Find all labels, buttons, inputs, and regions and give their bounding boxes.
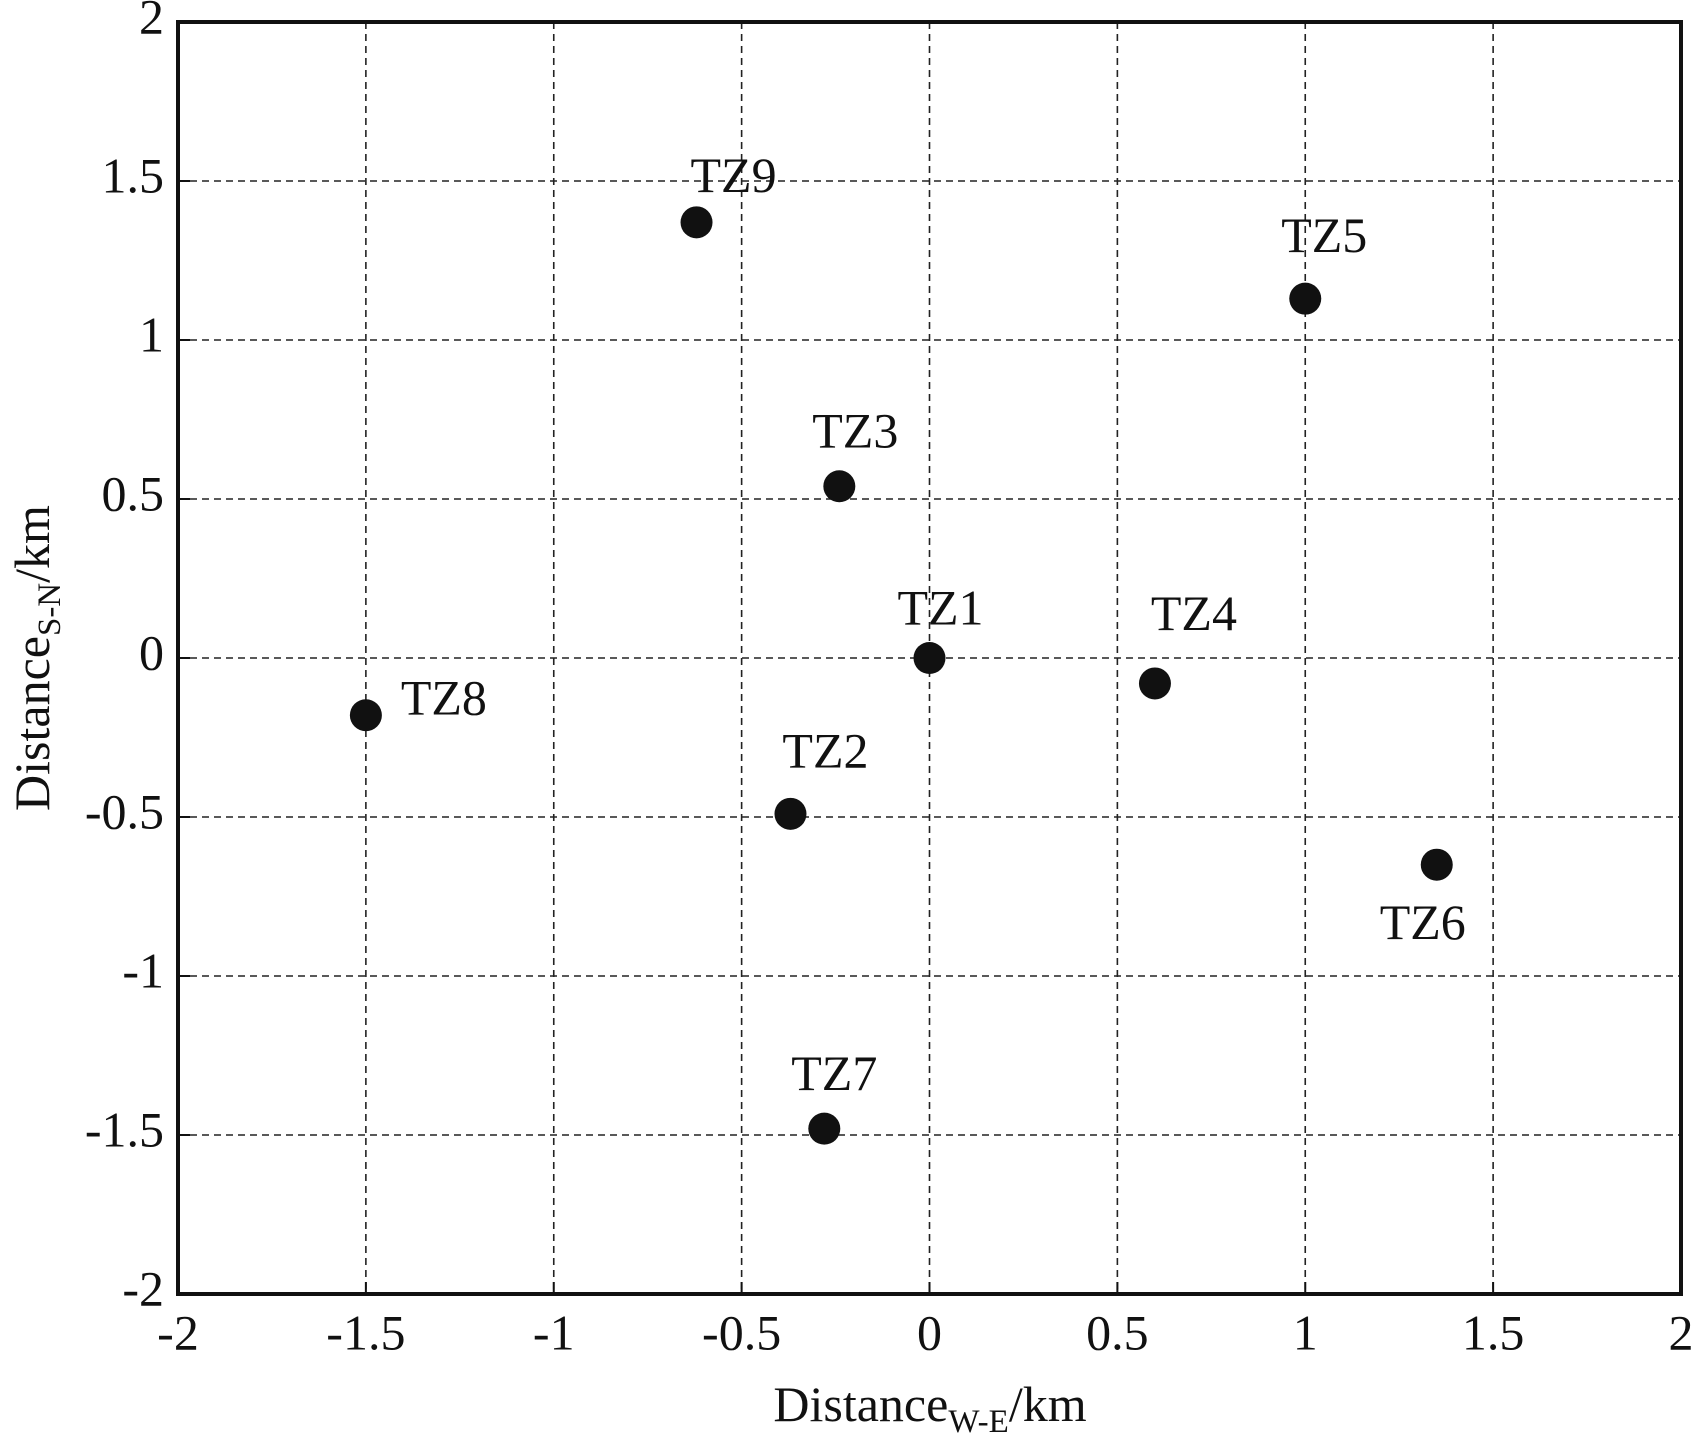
point: [913, 642, 946, 674]
y-tick-label: 0.5: [102, 465, 165, 521]
plot-frame: [176, 20, 1683, 1296]
x-label-unit: /km: [1009, 1376, 1087, 1432]
point: [1138, 667, 1171, 700]
point: [349, 699, 382, 732]
x-label-sub: W-E: [948, 1404, 1008, 1438]
point: [823, 470, 856, 503]
y-label-main: Distance: [4, 636, 60, 811]
point-label: TZ9: [690, 147, 776, 203]
y-tick-label: -2: [122, 1260, 164, 1316]
x-tick-label: -1: [533, 1304, 575, 1360]
y-tick-label: -0.5: [85, 783, 164, 839]
y-tick-label: 1: [139, 306, 164, 362]
x-tick-label: -0.5: [702, 1304, 781, 1360]
point-label: TZ5: [1281, 207, 1367, 263]
x-tick-label: -1.5: [326, 1304, 405, 1360]
point-label: TZ1: [897, 579, 983, 635]
x-axis-label: DistanceW-E/km: [773, 1376, 1086, 1438]
x-tick-label: 0.5: [1086, 1304, 1149, 1360]
point-label: TZ8: [401, 670, 487, 726]
y-label-sub: S-N: [32, 583, 68, 636]
point: [680, 206, 713, 239]
x-label-main: Distance: [773, 1376, 948, 1432]
point: [1420, 848, 1453, 881]
point: [774, 797, 807, 830]
y-tick-label: 1.5: [102, 147, 165, 203]
point-label: TZ3: [812, 403, 898, 459]
x-tick-label: 2: [1669, 1304, 1693, 1360]
y-tick-label: 2: [139, 0, 164, 44]
point: [808, 1112, 841, 1145]
y-tick-label: -1.5: [85, 1101, 164, 1157]
y-tick-label: -1: [122, 942, 164, 998]
point-label: TZ4: [1151, 585, 1237, 641]
point-label: TZ2: [782, 722, 868, 778]
x-tick-label: 1.5: [1462, 1304, 1525, 1360]
y-axis-label: DistanceS-N/km: [4, 505, 67, 811]
x-tick-label: 0: [917, 1304, 942, 1360]
y-tick-label: 0: [139, 624, 164, 680]
x-tick-label: -2: [157, 1304, 199, 1360]
point-label: TZ6: [1380, 894, 1466, 950]
point-label: TZ7: [791, 1045, 877, 1101]
y-label-unit: /km: [4, 505, 60, 583]
point: [1289, 282, 1322, 315]
x-tick-label: 1: [1293, 1304, 1318, 1360]
